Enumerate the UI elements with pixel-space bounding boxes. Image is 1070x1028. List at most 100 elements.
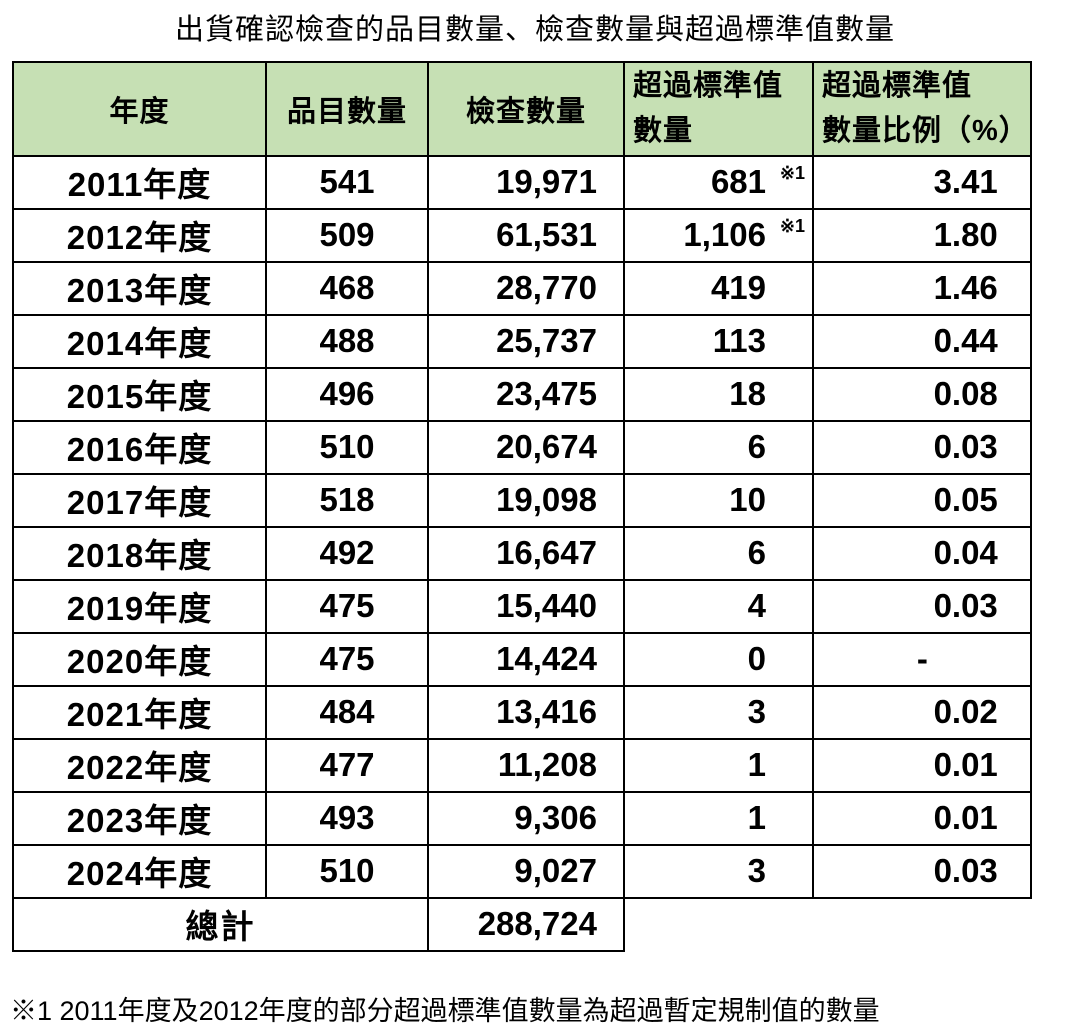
year-cell: 2021年度 <box>12 684 267 740</box>
year-cell: 2017年度 <box>12 472 267 528</box>
items-count-cell: 518 <box>265 472 429 528</box>
items-count-cell: 510 <box>265 843 429 899</box>
exceed-count-cell: 3 <box>623 843 814 899</box>
page-title: 出貨確認檢查的品目數量、檢查數量與超過標準值數量 <box>174 14 895 46</box>
total-row: 總計 288,724 <box>12 896 1031 952</box>
exceed-count-value: 18 <box>729 375 766 413</box>
exceed-count-cell: 3 <box>623 684 814 740</box>
items-count-cell: 541 <box>265 154 429 210</box>
exceed-count-value: 419 <box>710 269 766 307</box>
table-row: 2017年度 518 19,098 10 0.05 <box>12 472 1032 528</box>
inspections-count-cell: 13,416 <box>427 684 625 740</box>
exceed-ratio-cell: 1.80 <box>812 207 1032 263</box>
year-cell: 2024年度 <box>12 843 267 899</box>
column-header-ratio-line1: 超過標準值 <box>822 70 973 102</box>
table-row: 2020年度 475 14,424 0 - <box>12 631 1032 687</box>
column-header-ratio: 超過標準值 數量比例（%） <box>812 61 1032 157</box>
column-header-items: 品目數量 <box>265 61 429 157</box>
table-row: 2012年度 509 61,531 1,106 ※1 1.80 <box>12 207 1032 263</box>
exceed-count-value: 1,106 <box>683 216 766 254</box>
exceed-ratio-cell: 0.02 <box>812 684 1032 740</box>
table-row: 2021年度 484 13,416 3 0.02 <box>12 684 1032 740</box>
year-cell: 2011年度 <box>12 154 267 210</box>
inspections-count-cell: 16,647 <box>427 525 625 581</box>
exceed-count-value: 3 <box>747 693 766 731</box>
total-empty-cell <box>624 897 1031 951</box>
inspection-table: 年度 品目數量 檢查數量 超過標準值 數量 超過標準值 數量比例（%） 2011… <box>12 61 1032 952</box>
exceed-count-value: 113 <box>712 322 766 360</box>
exceed-ratio-cell: 0.03 <box>812 419 1032 475</box>
table-row: 2014年度 488 25,737 113 0.44 <box>12 313 1032 369</box>
exceed-count-value: 6 <box>747 534 766 572</box>
exceed-ratio-cell: 1.46 <box>812 260 1032 316</box>
year-cell: 2023年度 <box>12 790 267 846</box>
items-count-cell: 468 <box>265 260 429 316</box>
year-cell: 2018年度 <box>12 525 267 581</box>
items-count-cell: 484 <box>265 684 429 740</box>
exceed-count-cell: 1,106 ※1 <box>623 207 814 263</box>
exceed-ratio-cell: - <box>812 631 1032 687</box>
exceed-ratio-cell: 0.03 <box>812 843 1032 899</box>
table-header: 年度 品目數量 檢查數量 超過標準值 數量 超過標準值 數量比例（%） <box>12 61 1032 157</box>
inspections-count-cell: 19,098 <box>427 472 625 528</box>
table-row: 2022年度 477 11,208 1 0.01 <box>12 737 1032 793</box>
inspections-count-cell: 15,440 <box>427 578 625 634</box>
inspections-count-cell: 11,208 <box>427 737 625 793</box>
year-cell: 2014年度 <box>12 313 267 369</box>
exceed-ratio-cell: 0.05 <box>812 472 1032 528</box>
table-footer: 總計 288,724 <box>12 896 1031 952</box>
items-count-cell: 493 <box>265 790 429 846</box>
exceed-count-cell: 18 <box>623 366 814 422</box>
table-row: 2024年度 510 9,027 3 0.03 <box>12 843 1032 899</box>
inspections-count-cell: 9,027 <box>427 843 625 899</box>
exceed-count-value: 4 <box>747 587 766 625</box>
year-cell: 2016年度 <box>12 419 267 475</box>
exceed-count-cell: 1 <box>623 790 814 846</box>
items-count-cell: 488 <box>265 313 429 369</box>
table-row: 2018年度 492 16,647 6 0.04 <box>12 525 1032 581</box>
exceed-count-cell: 10 <box>623 472 814 528</box>
items-count-cell: 492 <box>265 525 429 581</box>
inspections-count-cell: 28,770 <box>427 260 625 316</box>
year-cell: 2015年度 <box>12 366 267 422</box>
total-inspections-value: 288,724 <box>427 896 625 952</box>
exceed-count-value: 1 <box>747 799 766 837</box>
items-count-cell: 477 <box>265 737 429 793</box>
table-row: 2019年度 475 15,440 4 0.03 <box>12 578 1032 634</box>
exceed-ratio-cell: 0.04 <box>812 525 1032 581</box>
year-cell: 2013年度 <box>12 260 267 316</box>
header-row: 年度 品目數量 檢查數量 超過標準值 數量 超過標準值 數量比例（%） <box>12 61 1032 157</box>
exceed-ratio-cell: 0.44 <box>812 313 1032 369</box>
exceed-count-cell: 419 <box>623 260 814 316</box>
table-body: 2011年度 541 19,971 681 ※1 3.41 2012年度 509 … <box>12 154 1032 899</box>
year-cell: 2020年度 <box>12 631 267 687</box>
items-count-cell: 509 <box>265 207 429 263</box>
table-row: 2015年度 496 23,475 18 0.08 <box>12 366 1032 422</box>
exceed-count-cell: 4 <box>623 578 814 634</box>
inspections-count-cell: 23,475 <box>427 366 625 422</box>
table-row: 2011年度 541 19,971 681 ※1 3.41 <box>12 154 1032 210</box>
inspections-count-cell: 14,424 <box>427 631 625 687</box>
column-header-exceed: 超過標準值 數量 <box>623 61 814 157</box>
items-count-cell: 496 <box>265 366 429 422</box>
exceed-count-cell: 113 <box>623 313 814 369</box>
exceed-count-value: 3 <box>747 852 766 890</box>
inspections-count-cell: 61,531 <box>427 207 625 263</box>
items-count-cell: 475 <box>265 578 429 634</box>
exceed-ratio-cell: 0.03 <box>812 578 1032 634</box>
exceed-count-cell: 681 ※1 <box>623 154 814 210</box>
table-row: 2016年度 510 20,674 6 0.03 <box>12 419 1032 475</box>
items-count-cell: 475 <box>265 631 429 687</box>
exceed-ratio-cell: 0.01 <box>812 790 1032 846</box>
items-count-cell: 510 <box>265 419 429 475</box>
year-cell: 2019年度 <box>12 578 267 634</box>
exceed-ratio-cell: 0.08 <box>812 366 1032 422</box>
inspections-count-cell: 9,306 <box>427 790 625 846</box>
exceed-count-value: 1 <box>747 746 766 784</box>
exceed-count-cell: 1 <box>623 737 814 793</box>
footnote-marker: ※1 <box>779 215 805 236</box>
inspections-count-cell: 25,737 <box>427 313 625 369</box>
exceed-count-cell: 0 <box>623 631 814 687</box>
column-header-exceed-line2: 數量 <box>633 114 694 147</box>
column-header-exceed-line1: 超過標準值 <box>633 70 784 102</box>
